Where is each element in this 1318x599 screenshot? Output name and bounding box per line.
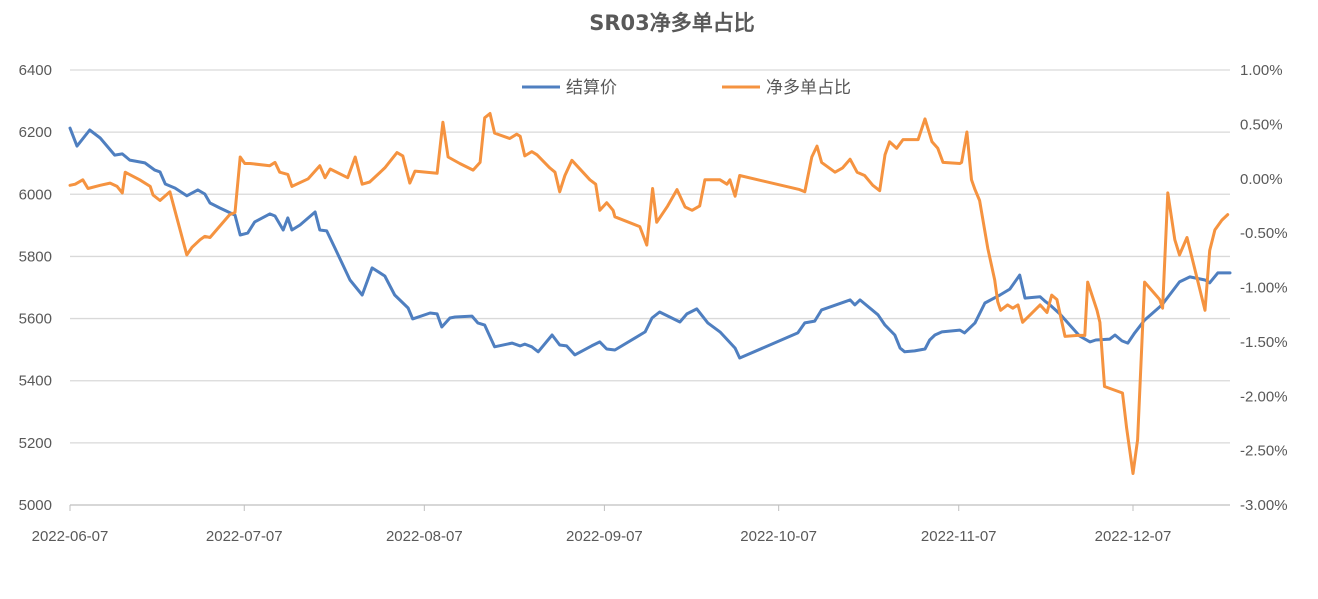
x-axis: 2022-06-07 2022-07-07 2022-08-07 2022-09-07… <box>32 505 1172 545</box>
x-tick-label: 2022-06-07 <box>32 528 109 545</box>
left-y-tick-label: 5000 <box>19 497 52 514</box>
right-y-tick-label: -3.00% <box>1240 497 1288 514</box>
right-y-tick-label: -2.00% <box>1240 388 1288 405</box>
x-tick-label: 2022-12-07 <box>1095 528 1172 545</box>
legend: 结算价 净多单占比 <box>522 78 851 98</box>
left-y-tick-label: 5400 <box>19 373 52 390</box>
left-y-tick-label: 5800 <box>19 248 52 265</box>
right-y-tick-label: 0.50% <box>1240 116 1283 133</box>
chart-title: SR03净多单占比 <box>589 11 755 35</box>
right-y-tick-label: 1.00% <box>1240 62 1283 79</box>
left-y-tick-label: 5600 <box>19 311 52 328</box>
left-y-tick-label: 6200 <box>19 124 52 141</box>
left-y-tick-label: 6400 <box>19 62 52 79</box>
right-y-axis: -3.00% -2.50% -2.00% -1.50% -1.00% -0.50% 0.00… <box>1240 62 1288 514</box>
left-y-axis: 5000 5200 5400 5600 5800 6000 6200 6400 <box>19 62 52 514</box>
legend-label: 净多单占比 <box>766 78 851 98</box>
gridlines <box>70 69 1230 506</box>
right-y-tick-label: -2.50% <box>1240 443 1288 460</box>
series-line-net-long-ratio <box>68 112 1230 475</box>
series-line-settlement-price <box>68 126 1232 360</box>
right-y-tick-label: 0.00% <box>1240 171 1283 188</box>
right-y-tick-label: -0.50% <box>1240 225 1288 242</box>
x-tick-label: 2022-07-07 <box>206 528 283 545</box>
x-tick-label: 2022-11-07 <box>921 528 997 545</box>
right-y-tick-label: -1.00% <box>1240 280 1288 297</box>
x-tick-label: 2022-10-07 <box>740 528 817 545</box>
right-y-tick-label: -1.50% <box>1240 334 1288 351</box>
x-tick-label: 2022-08-07 <box>386 528 463 545</box>
left-y-tick-label: 5200 <box>19 435 52 452</box>
left-y-tick-label: 6000 <box>19 186 52 203</box>
legend-label: 结算价 <box>566 78 617 98</box>
series-lines <box>68 112 1232 475</box>
x-tick-label: 2022-09-07 <box>566 528 643 545</box>
